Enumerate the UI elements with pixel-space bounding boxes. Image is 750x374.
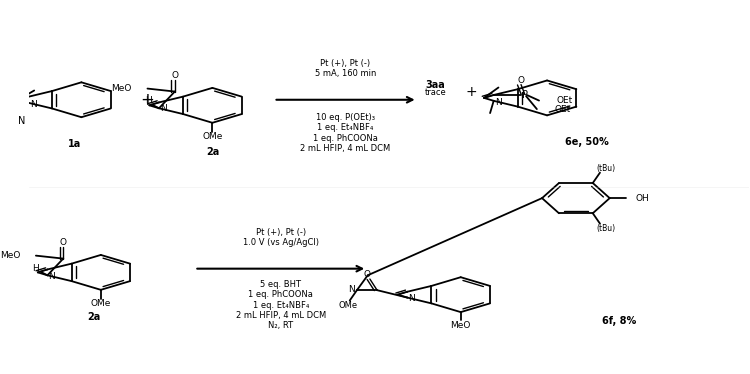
Text: 5 eq. BHT: 5 eq. BHT <box>260 280 302 289</box>
Text: +: + <box>466 85 477 99</box>
Text: P: P <box>522 90 528 100</box>
Text: 5 mA, 160 min: 5 mA, 160 min <box>315 69 376 78</box>
Text: 2 mL HFIP, 4 mL DCM: 2 mL HFIP, 4 mL DCM <box>301 144 391 153</box>
Text: (tBu): (tBu) <box>596 224 615 233</box>
Text: OEt: OEt <box>554 105 571 114</box>
Text: 2 mL HFIP, 4 mL DCM: 2 mL HFIP, 4 mL DCM <box>236 311 326 320</box>
Text: 2a: 2a <box>87 312 100 322</box>
Text: MeO: MeO <box>450 321 470 330</box>
Text: OH: OH <box>635 194 650 203</box>
Text: 1.0 V (vs Ag/AgCl): 1.0 V (vs Ag/AgCl) <box>243 238 319 247</box>
Text: 2a: 2a <box>206 147 219 157</box>
Text: N: N <box>48 272 55 280</box>
Text: O: O <box>364 270 370 279</box>
Text: MeO: MeO <box>111 84 132 93</box>
Text: N: N <box>31 100 38 109</box>
Text: Pt (+), Pt (-): Pt (+), Pt (-) <box>320 59 370 68</box>
Text: trace: trace <box>424 88 446 97</box>
Text: H: H <box>145 96 152 105</box>
Text: 1a: 1a <box>68 139 81 149</box>
Text: O: O <box>171 71 178 80</box>
Text: 1 eq. Et₄NBF₄: 1 eq. Et₄NBF₄ <box>317 123 374 132</box>
Text: N: N <box>408 294 415 303</box>
Text: N: N <box>160 104 166 113</box>
Text: N: N <box>18 116 26 126</box>
Text: +: + <box>141 91 154 109</box>
Text: Pt (+), Pt (-): Pt (+), Pt (-) <box>256 228 306 237</box>
Text: N: N <box>349 285 355 294</box>
Text: 10 eq. P(OEt)₃: 10 eq. P(OEt)₃ <box>316 113 375 122</box>
Text: OMe: OMe <box>202 132 223 141</box>
Text: 1 eq. PhCOONa: 1 eq. PhCOONa <box>313 134 378 142</box>
Text: (tBu): (tBu) <box>596 164 615 173</box>
Text: N₂, RT: N₂, RT <box>268 321 293 330</box>
Text: OMe: OMe <box>339 301 358 310</box>
Text: 6f, 8%: 6f, 8% <box>602 316 636 326</box>
Text: OMe: OMe <box>91 299 111 308</box>
Text: 3aa: 3aa <box>426 80 445 90</box>
Text: O: O <box>60 238 67 247</box>
Text: O: O <box>518 76 524 85</box>
Text: OEt: OEt <box>556 96 572 105</box>
Text: 6e, 50%: 6e, 50% <box>565 138 608 147</box>
Text: 1 eq. Et₄NBF₄: 1 eq. Et₄NBF₄ <box>253 301 309 310</box>
Text: 1 eq. PhCOONa: 1 eq. PhCOONa <box>248 290 314 299</box>
Text: N: N <box>495 98 502 107</box>
Text: MeO: MeO <box>0 251 20 260</box>
Text: H: H <box>32 264 38 273</box>
